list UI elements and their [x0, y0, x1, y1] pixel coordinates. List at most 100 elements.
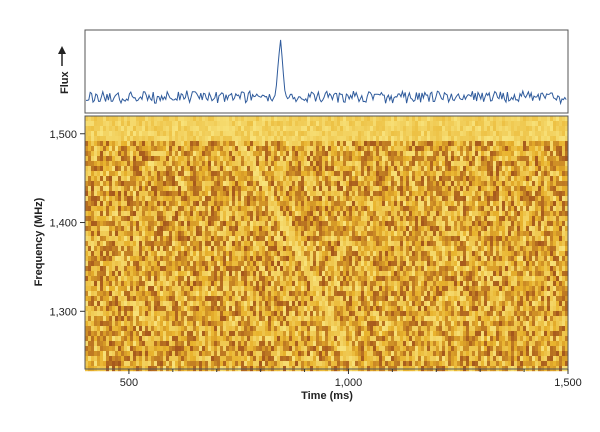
heatmap-cell — [469, 266, 473, 272]
heatmap-cell — [121, 116, 125, 122]
heatmap-cell — [91, 256, 95, 262]
heatmap-cell — [472, 191, 476, 197]
heatmap-cell — [532, 241, 536, 247]
heatmap-cell — [256, 116, 260, 122]
heatmap-cell — [454, 221, 458, 227]
heatmap-cell — [103, 241, 107, 247]
heatmap-cell — [214, 196, 218, 202]
heatmap-cell — [532, 221, 536, 227]
heatmap-cell — [343, 251, 347, 257]
heatmap-cell — [529, 201, 533, 207]
heatmap-cell — [130, 171, 134, 177]
heatmap-cell — [112, 251, 116, 257]
heatmap-cell — [130, 196, 134, 202]
heatmap-cell — [406, 166, 410, 172]
heatmap-cell — [499, 216, 503, 222]
heatmap-cell — [295, 151, 299, 157]
heatmap-cell — [244, 161, 248, 167]
heatmap-cell — [370, 146, 374, 152]
heatmap-cell — [391, 156, 395, 162]
heatmap-cell — [556, 191, 560, 197]
heatmap-cell — [109, 171, 113, 177]
heatmap-cell — [133, 141, 137, 147]
heatmap-cell — [454, 266, 458, 272]
heatmap-cell — [484, 256, 488, 262]
heatmap-cell — [235, 256, 239, 262]
heatmap-cell — [166, 171, 170, 177]
heatmap-cell — [403, 201, 407, 207]
heatmap-cell — [331, 116, 335, 122]
heatmap-cell — [202, 176, 206, 182]
heatmap-cell — [118, 166, 122, 172]
heatmap-cell — [190, 141, 194, 147]
heatmap-cell — [319, 226, 323, 232]
heatmap-cell — [424, 236, 428, 242]
heatmap-cell — [367, 231, 371, 237]
heatmap-cell — [316, 171, 320, 177]
heatmap-cell — [343, 171, 347, 177]
heatmap-cell — [409, 261, 413, 267]
heatmap-cell — [472, 131, 476, 137]
heatmap-cell — [394, 226, 398, 232]
heatmap-cell — [565, 226, 569, 232]
heatmap-cell — [265, 241, 269, 247]
heatmap-cell — [292, 181, 296, 187]
heatmap-cell — [172, 246, 176, 252]
heatmap-cell — [463, 266, 467, 272]
heatmap-cell — [244, 261, 248, 267]
heatmap-cell — [532, 266, 536, 272]
heatmap-cell — [292, 171, 296, 177]
heatmap-cell — [184, 181, 188, 187]
heatmap-cell — [478, 186, 482, 192]
heatmap-cell — [499, 221, 503, 227]
heatmap-cell — [553, 161, 557, 167]
heatmap-cell — [178, 166, 182, 172]
heatmap-cell — [154, 266, 158, 272]
heatmap-cell — [511, 186, 515, 192]
heatmap-cell — [328, 116, 332, 122]
heatmap-cell — [313, 206, 317, 212]
heatmap-cell — [280, 251, 284, 257]
heatmap-cell — [457, 221, 461, 227]
heatmap-cell — [409, 206, 413, 212]
heatmap-cell — [394, 241, 398, 247]
heatmap-cell — [184, 191, 188, 197]
heatmap-cell — [256, 131, 260, 137]
heatmap-cell — [157, 181, 161, 187]
heatmap-cell — [247, 191, 251, 197]
heatmap-cell — [502, 191, 506, 197]
heatmap-cell — [283, 266, 287, 272]
heatmap-cell — [517, 126, 521, 132]
heatmap-cell — [349, 166, 353, 172]
heatmap-cell — [490, 191, 494, 197]
heatmap-cell — [328, 246, 332, 252]
heatmap-cell — [457, 181, 461, 187]
heatmap-cell — [550, 146, 554, 152]
heatmap-cell — [502, 236, 506, 242]
heatmap-cell — [181, 141, 185, 147]
heatmap-cell — [244, 226, 248, 232]
heatmap-cell — [484, 221, 488, 227]
heatmap-cell — [133, 121, 137, 127]
heatmap-cell — [391, 131, 395, 137]
heatmap-cell — [454, 196, 458, 202]
heatmap-cell — [97, 271, 101, 277]
heatmap-cell — [520, 226, 524, 232]
heatmap-cell — [130, 151, 134, 157]
heatmap-cell — [553, 131, 557, 137]
heatmap-cell — [307, 171, 311, 177]
heatmap-cell — [562, 221, 566, 227]
heatmap-cell — [382, 261, 386, 267]
heatmap-cell — [103, 151, 107, 157]
heatmap-cell — [94, 256, 98, 262]
heatmap-cell — [475, 161, 479, 167]
heatmap-cell — [259, 151, 263, 157]
heatmap-cell — [541, 246, 545, 252]
heatmap-cell — [265, 191, 269, 197]
heatmap-cell — [151, 146, 155, 152]
heatmap-cell — [220, 251, 224, 257]
heatmap-cell — [490, 171, 494, 177]
heatmap-cell — [277, 116, 281, 122]
heatmap-cell — [418, 221, 422, 227]
heatmap-cell — [340, 206, 344, 212]
